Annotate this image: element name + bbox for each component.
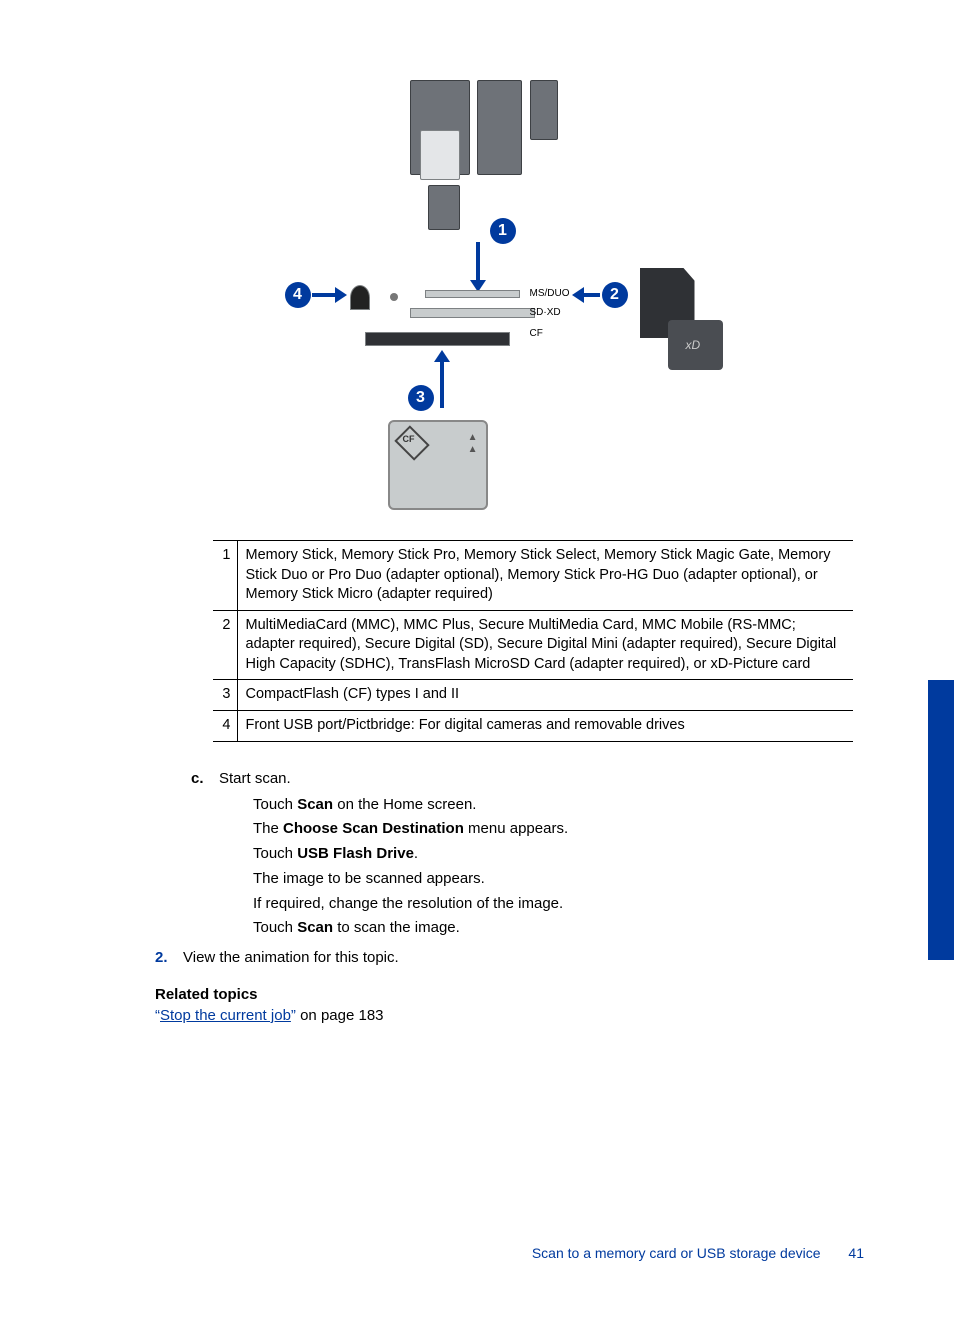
table-row: 1Memory Stick, Memory Stick Pro, Memory … (213, 541, 853, 611)
slot-label-sd: SD·XD (530, 307, 561, 318)
cf-card: CF ▲ ▲ (388, 420, 488, 510)
arrow-2 (582, 293, 600, 297)
callout-2-label: 2 (610, 286, 619, 304)
substep-line: The Choose Scan Destination menu appears… (253, 817, 864, 842)
side-tab (928, 680, 954, 960)
table-row: 4Front USB port/Pictbridge: For digital … (213, 710, 853, 741)
step-2: 2. View the animation for this topic. (155, 949, 864, 966)
related-topics: Related topics “Stop the current job” on… (155, 986, 864, 1024)
led-dot (390, 293, 398, 301)
table-row: 3CompactFlash (CF) types I and II (213, 680, 853, 711)
legend-num: 4 (213, 710, 237, 741)
footer: Scan to a memory card or USB storage dev… (532, 1245, 864, 1261)
step-c-text: Start scan. (219, 770, 291, 787)
slot-label-cf: CF (530, 328, 543, 339)
callout-3-label: 3 (416, 389, 425, 407)
ms-micro-card (428, 185, 460, 230)
callout-4: 4 (285, 282, 311, 308)
slot-cf (365, 332, 510, 346)
related-title: Related topics (155, 986, 864, 1003)
arrow-1 (476, 242, 480, 282)
substep-line: Touch Scan on the Home screen. (253, 793, 864, 818)
ms-duo-card (530, 80, 558, 140)
arrow-4 (312, 293, 337, 297)
legend-text: Memory Stick, Memory Stick Pro, Memory S… (237, 541, 853, 611)
legend-text: MultiMediaCard (MMC), MMC Plus, Secure M… (237, 610, 853, 680)
usb-port (350, 285, 370, 310)
step-2-text: View the animation for this topic. (183, 949, 399, 966)
ms-inner-card (420, 130, 460, 180)
legend-num: 3 (213, 680, 237, 711)
step-2-num: 2. (155, 949, 183, 966)
callout-4-label: 4 (293, 286, 302, 304)
step-c-letter: c (191, 770, 199, 787)
callout-2: 2 (602, 282, 628, 308)
arrow-3 (440, 360, 444, 408)
callout-1: 1 (490, 218, 516, 244)
footer-text: Scan to a memory card or USB storage dev… (532, 1245, 821, 1261)
steps: c. Start scan. Touch Scan on the Home sc… (155, 770, 864, 967)
step-c: c. Start scan. (191, 770, 864, 787)
callout-3: 3 (408, 385, 434, 411)
table-row: 2MultiMediaCard (MMC), MMC Plus, Secure … (213, 610, 853, 680)
slot-sd (410, 308, 535, 318)
ms-card (477, 80, 522, 175)
slot-ms (425, 290, 520, 298)
substeps: Touch Scan on the Home screen. The Choos… (253, 793, 864, 942)
legend-text: CompactFlash (CF) types I and II (237, 680, 853, 711)
substep-line: Touch USB Flash Drive. (253, 842, 864, 867)
xd-card: xD (668, 320, 723, 370)
callout-1-label: 1 (498, 222, 507, 240)
slot-label-ms: MS/DUO (530, 288, 570, 299)
legend-num: 1 (213, 541, 237, 611)
substep-line: The image to be scanned appears. (253, 867, 864, 892)
related-link[interactable]: Stop the current job (160, 1007, 291, 1024)
substep-line: Touch Scan to scan the image. (253, 916, 864, 941)
related-link-line: “Stop the current job” on page 183 (155, 1007, 864, 1024)
page-number: 41 (848, 1245, 864, 1261)
legend-num: 2 (213, 610, 237, 680)
legend-text: Front USB port/Pictbridge: For digital c… (237, 710, 853, 741)
legend-table: 1Memory Stick, Memory Stick Pro, Memory … (213, 540, 853, 742)
substep-line: If required, change the resolution of th… (253, 892, 864, 917)
memory-card-diagram: 1 MS/DUO SD·XD CF 4 2 xD 3 CF ▲ ▲ (280, 70, 740, 530)
